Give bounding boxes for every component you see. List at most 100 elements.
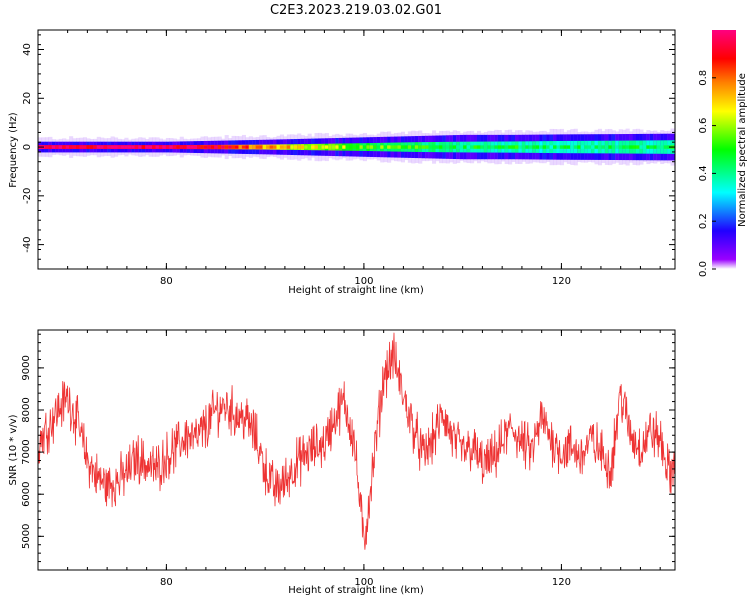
spectrogram-ridge-cell [331, 145, 336, 149]
spectrogram-ridge-cell [131, 145, 136, 149]
spectrogram-ridge-cell [490, 145, 495, 149]
spectrogram-ridge-cell [362, 145, 367, 149]
spectrogram-ridge-cell [231, 145, 236, 149]
spectrogram-ridge-cell [248, 145, 253, 149]
spectrogram-ridge-cell [366, 145, 371, 149]
spectrogram-ridge-cell [421, 145, 426, 149]
spectrogram-ridge-cell [525, 145, 530, 149]
spectrogram-ridge-cell [290, 145, 295, 149]
spectrogram-ridge-cell [442, 145, 447, 149]
spectrogram-ridge-cell [134, 145, 139, 149]
spectrogram-ridge-cell [452, 145, 457, 149]
spectrogram-ridge-cell [58, 145, 63, 149]
spectrogram-ridge-cell [563, 145, 568, 149]
snr-x-label: Height of straight line (km) [288, 585, 424, 596]
spectrogram-ridge-cell [138, 145, 143, 149]
spectrogram-ridge-cell [587, 145, 592, 149]
spectrogram-ridge-cell [515, 145, 520, 149]
spectrogram-ridge-cell [487, 145, 492, 149]
colorbar-gradient [712, 30, 736, 269]
spectrogram-ridge-cell [394, 145, 399, 149]
spectrogram-ridge-cell [124, 145, 129, 149]
spectrogram-ridge-cell [82, 145, 87, 149]
colorbar-ticks: 0.0 0.2 0.4 0.6 0.8 [698, 70, 716, 277]
spectrogram-ridge-cell [228, 145, 233, 149]
spectrogram-ridge-cell [200, 145, 205, 149]
spectrogram-ridge-cell [214, 145, 219, 149]
spectrogram-ridge-cell [107, 145, 112, 149]
spectrogram-x-tick-label: 80 [160, 276, 173, 287]
colorbar-tick-label: 0.8 [698, 70, 709, 86]
spectrogram-ridge-cell [276, 145, 281, 149]
colorbar-tick-label: 0.4 [698, 165, 709, 181]
spectrogram-ridge-cell [556, 145, 561, 149]
snr-x-tick-label: 80 [160, 577, 173, 588]
spectrogram-ridge-cell [293, 145, 298, 149]
snr-line-group [38, 332, 675, 550]
spectrogram-ridge-cell [473, 145, 478, 149]
spectrogram-ridge-cell [262, 145, 267, 149]
spectrogram-ridge-cell [432, 145, 437, 149]
spectrogram-ridge-cell [324, 145, 329, 149]
spectrogram-ridge-cell [663, 145, 668, 149]
colorbar-label: Normalized spectral amplitude [737, 73, 748, 227]
spectrogram-panel: 80 100 120 -40 -20 0 20 40 Height of straight l… [8, 29, 676, 296]
snr-x-tick-label: 100 [354, 577, 373, 588]
spectrogram-ridge-cell [255, 145, 260, 149]
colorbar-tick-label: 0.2 [698, 213, 709, 229]
figure-title: C2E3.2023.219.03.02.G01 [270, 3, 442, 18]
spectrogram-ridge-cell [345, 145, 350, 149]
spectrogram-ridge-cell [470, 145, 475, 149]
spectrogram-y-tick-label: 0 [22, 144, 33, 150]
spectrogram-ridge-cell [642, 145, 647, 149]
snr-x-tick-label: 120 [552, 577, 571, 588]
spectrogram-ridge-cell [51, 145, 56, 149]
spectrogram-ridge-cell [387, 145, 392, 149]
spectrogram-ridge-cell [559, 145, 565, 149]
spectrogram-ridge-cell [62, 145, 67, 149]
spectrogram-ridge-cell [622, 145, 627, 149]
spectrogram-ridge-cell [259, 145, 264, 149]
spectrogram-ridge-cell [86, 145, 91, 149]
spectrogram-ridge-cell [44, 145, 49, 149]
spectrogram-ridge-cell [207, 145, 212, 149]
spectrogram-ridge-cell [546, 145, 551, 149]
spectrogram-ridge-cell [103, 145, 108, 149]
spectrogram-ridge-cell [172, 145, 177, 149]
spectrogram-ridge-cell [604, 145, 609, 149]
snr-frame [37, 329, 676, 571]
snr-series-line [38, 332, 675, 550]
spectrogram-ridge-cell [601, 145, 606, 149]
spectrogram-ridge-cell [321, 145, 326, 149]
spectrogram-ridge-cell [197, 145, 202, 149]
spectrogram-ridge-cell [283, 145, 288, 149]
spectrogram-ridge-cell [311, 145, 316, 149]
spectrogram-ridge-cell [241, 145, 246, 149]
spectrogram-ridge-cell [428, 145, 433, 149]
spectrogram-ridge-cell [252, 145, 257, 149]
spectrogram-ridge-cell [55, 145, 60, 149]
spectrogram-ridge-cell [48, 145, 53, 149]
spectrogram-ridge-cell [190, 145, 195, 149]
spectrogram-y-tick-label: 40 [22, 43, 33, 56]
spectrogram-ridge-cell [611, 145, 616, 149]
spectrogram-ridge-cell [286, 145, 291, 149]
spectrogram-x-tick-label: 120 [552, 276, 571, 287]
spectrogram-ridge-cell [511, 145, 516, 149]
spectrogram-ridge-cell [483, 145, 488, 149]
spectrogram-ridge-cell [390, 145, 395, 149]
spectrogram-ridge-cell [608, 145, 613, 149]
spectrogram-ridge-cell [300, 145, 305, 149]
spectrogram-ridge-cell [148, 145, 153, 149]
spectrogram-ridge-cell [532, 145, 537, 149]
spectrogram-ridge-cell [445, 145, 450, 149]
spectrogram-ridge-cell [380, 145, 385, 149]
spectrogram-ridge-cell [418, 145, 423, 149]
spectrogram-ridge-cell [152, 145, 157, 149]
spectrogram-ridge-cell [553, 145, 558, 149]
spectrogram-ridge-cell [411, 145, 416, 149]
spectrogram-ridge-cell [400, 145, 405, 149]
spectrogram-ridge-cell [425, 145, 430, 149]
spectrogram-ridge-cell [646, 145, 651, 149]
